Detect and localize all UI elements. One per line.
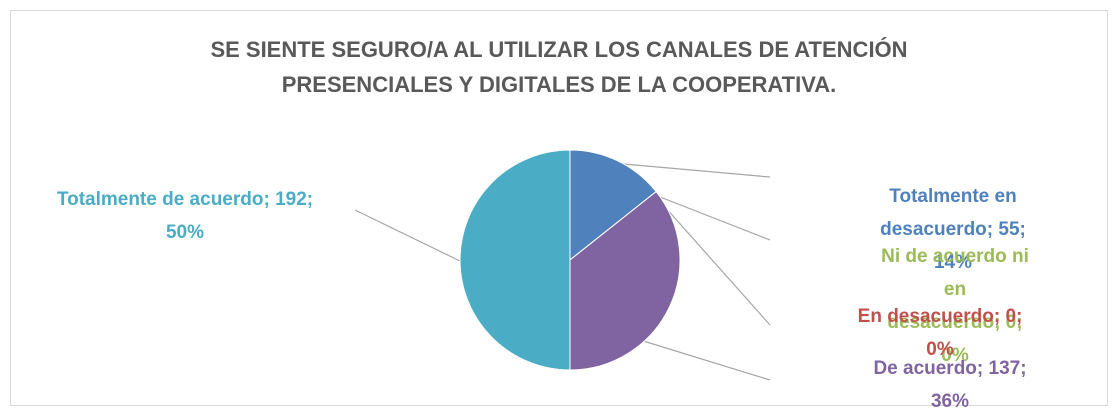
leader-lines (354, 162, 771, 381)
data-label: Totalmente de acuerdo; 192; 50% (56, 189, 314, 243)
data-label: Totalmente en desacuerdo; 55; 14% (880, 186, 1026, 273)
chart-title: SE SIENTE SEGURO/A AL UTILIZAR LOS CANAL… (210, 37, 908, 97)
data-label: De acuerdo; 137; 36% (873, 358, 1027, 412)
leader-line (611, 162, 771, 178)
pie-slice (569, 190, 681, 371)
pie (459, 149, 681, 371)
data-label: En desacuerdo; 0; 0% (857, 306, 1023, 360)
leader-line (654, 194, 771, 241)
leader-line (639, 339, 771, 381)
leader-line (354, 209, 463, 263)
leader-line (656, 197, 771, 326)
data-label: Ni de acuerdo ni en desacuerdo; 0; 0% (881, 246, 1029, 366)
pie-slice (459, 149, 571, 371)
pie-slice (569, 149, 657, 262)
